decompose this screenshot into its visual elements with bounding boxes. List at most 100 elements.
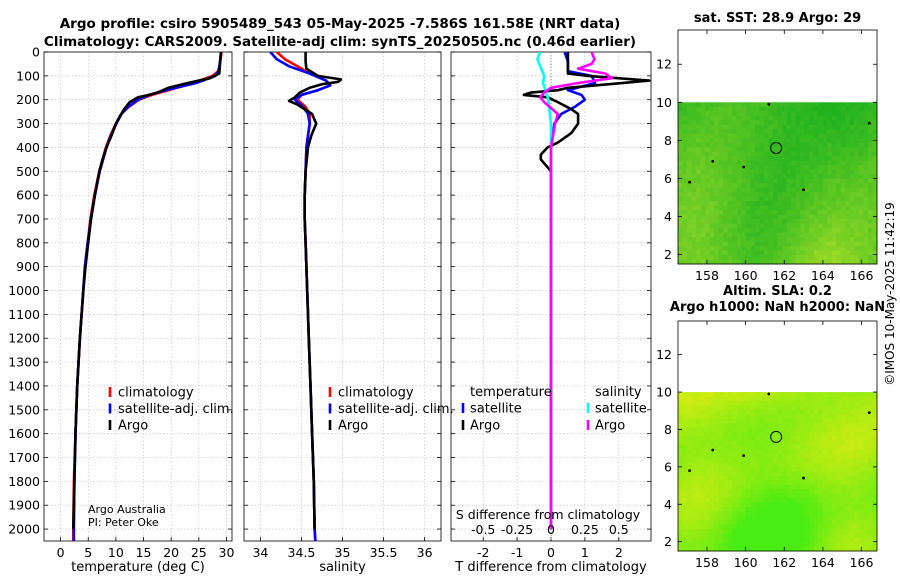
map-cell — [705, 246, 711, 252]
map-cell — [691, 129, 697, 135]
map-cell — [736, 524, 742, 530]
map-cell — [754, 537, 760, 543]
map-cell — [809, 414, 815, 420]
map-cell — [800, 436, 806, 442]
map-y-tick-label: 4 — [664, 497, 672, 512]
map-cell — [777, 124, 783, 130]
map-cell — [718, 178, 724, 184]
map-cell — [791, 120, 797, 126]
map-cell — [759, 214, 765, 220]
map-cell — [754, 445, 760, 450]
map-cell — [709, 396, 715, 402]
map-cell — [754, 196, 760, 202]
map-cell — [791, 232, 797, 238]
map-cell — [714, 205, 720, 211]
map-cell — [809, 392, 815, 397]
map-cell — [768, 124, 774, 130]
map-cell — [827, 418, 833, 424]
map-cell — [705, 418, 711, 424]
map-cell — [849, 214, 855, 220]
map-cell — [827, 480, 833, 486]
map-cell — [687, 106, 693, 112]
map-cell — [827, 255, 833, 261]
map-cell — [723, 480, 729, 486]
map-cell — [678, 542, 684, 548]
map-cell — [813, 106, 819, 112]
map-cell — [791, 400, 797, 406]
map-cell — [705, 524, 711, 530]
map-cell — [840, 259, 846, 265]
map-cell — [750, 506, 756, 512]
map-cell — [782, 142, 788, 148]
map-cell — [782, 502, 788, 508]
map-cell — [800, 174, 806, 180]
map-cell — [691, 241, 697, 247]
map-cell — [800, 133, 806, 139]
map-cell — [772, 475, 778, 481]
map-cell — [682, 449, 688, 455]
map-cell — [845, 156, 851, 162]
map-cell — [831, 458, 837, 464]
map-cell — [786, 124, 792, 130]
map-cell — [849, 542, 855, 548]
map-cell — [854, 489, 860, 495]
copyright-label: ©IMOS 10-May-2025 11:42:19 — [883, 202, 897, 386]
map-cell — [786, 449, 792, 455]
map-cell — [700, 255, 706, 261]
map-cell — [827, 506, 833, 512]
map-cell — [809, 205, 815, 211]
map-cell — [836, 111, 842, 117]
map-cell — [863, 449, 869, 455]
map-cell — [791, 169, 797, 175]
map-cell — [754, 427, 760, 433]
map-cell — [836, 241, 842, 247]
map-cell — [849, 169, 855, 175]
map-cell — [858, 111, 864, 117]
map-cell — [782, 120, 788, 126]
map-cell — [714, 111, 720, 117]
map-cell — [836, 133, 842, 139]
map-cell — [831, 142, 837, 148]
map-cell — [754, 174, 760, 180]
map-cell — [741, 250, 747, 256]
map-cell — [809, 201, 815, 207]
map-cell — [732, 232, 738, 238]
map-cell — [849, 120, 855, 126]
map-cell — [858, 431, 864, 437]
map-cell — [836, 232, 842, 238]
map-cell — [863, 445, 869, 450]
island-marker — [867, 121, 871, 125]
map-cell — [759, 458, 765, 464]
map-cell — [705, 449, 711, 455]
map-cell — [714, 178, 720, 184]
map-cell — [691, 115, 697, 121]
map-cell — [827, 542, 833, 548]
map-cell — [700, 210, 706, 216]
map-cell — [705, 165, 711, 171]
map-cell — [741, 138, 747, 144]
map-cell — [750, 124, 756, 130]
map-cell — [750, 533, 756, 539]
map-cell — [691, 520, 697, 526]
map-cell — [867, 422, 873, 428]
map-cell — [732, 431, 738, 437]
map-cell — [682, 183, 688, 189]
map-cell — [822, 484, 828, 490]
map-cell — [727, 219, 733, 225]
map-cell — [727, 133, 733, 139]
map-cell — [705, 493, 711, 499]
map-cell — [813, 405, 819, 411]
map-cell — [736, 187, 742, 193]
map-cell — [822, 453, 828, 459]
map-cell — [736, 228, 742, 234]
map-cell — [691, 223, 697, 229]
map-cell — [732, 165, 738, 171]
map-cell — [777, 400, 783, 406]
map-cell — [732, 418, 738, 424]
map-cell — [809, 241, 815, 247]
map-cell — [849, 515, 855, 521]
map-cell — [822, 237, 828, 243]
map-cell — [822, 255, 828, 261]
map-cell — [809, 471, 815, 477]
map-cell — [772, 165, 778, 171]
